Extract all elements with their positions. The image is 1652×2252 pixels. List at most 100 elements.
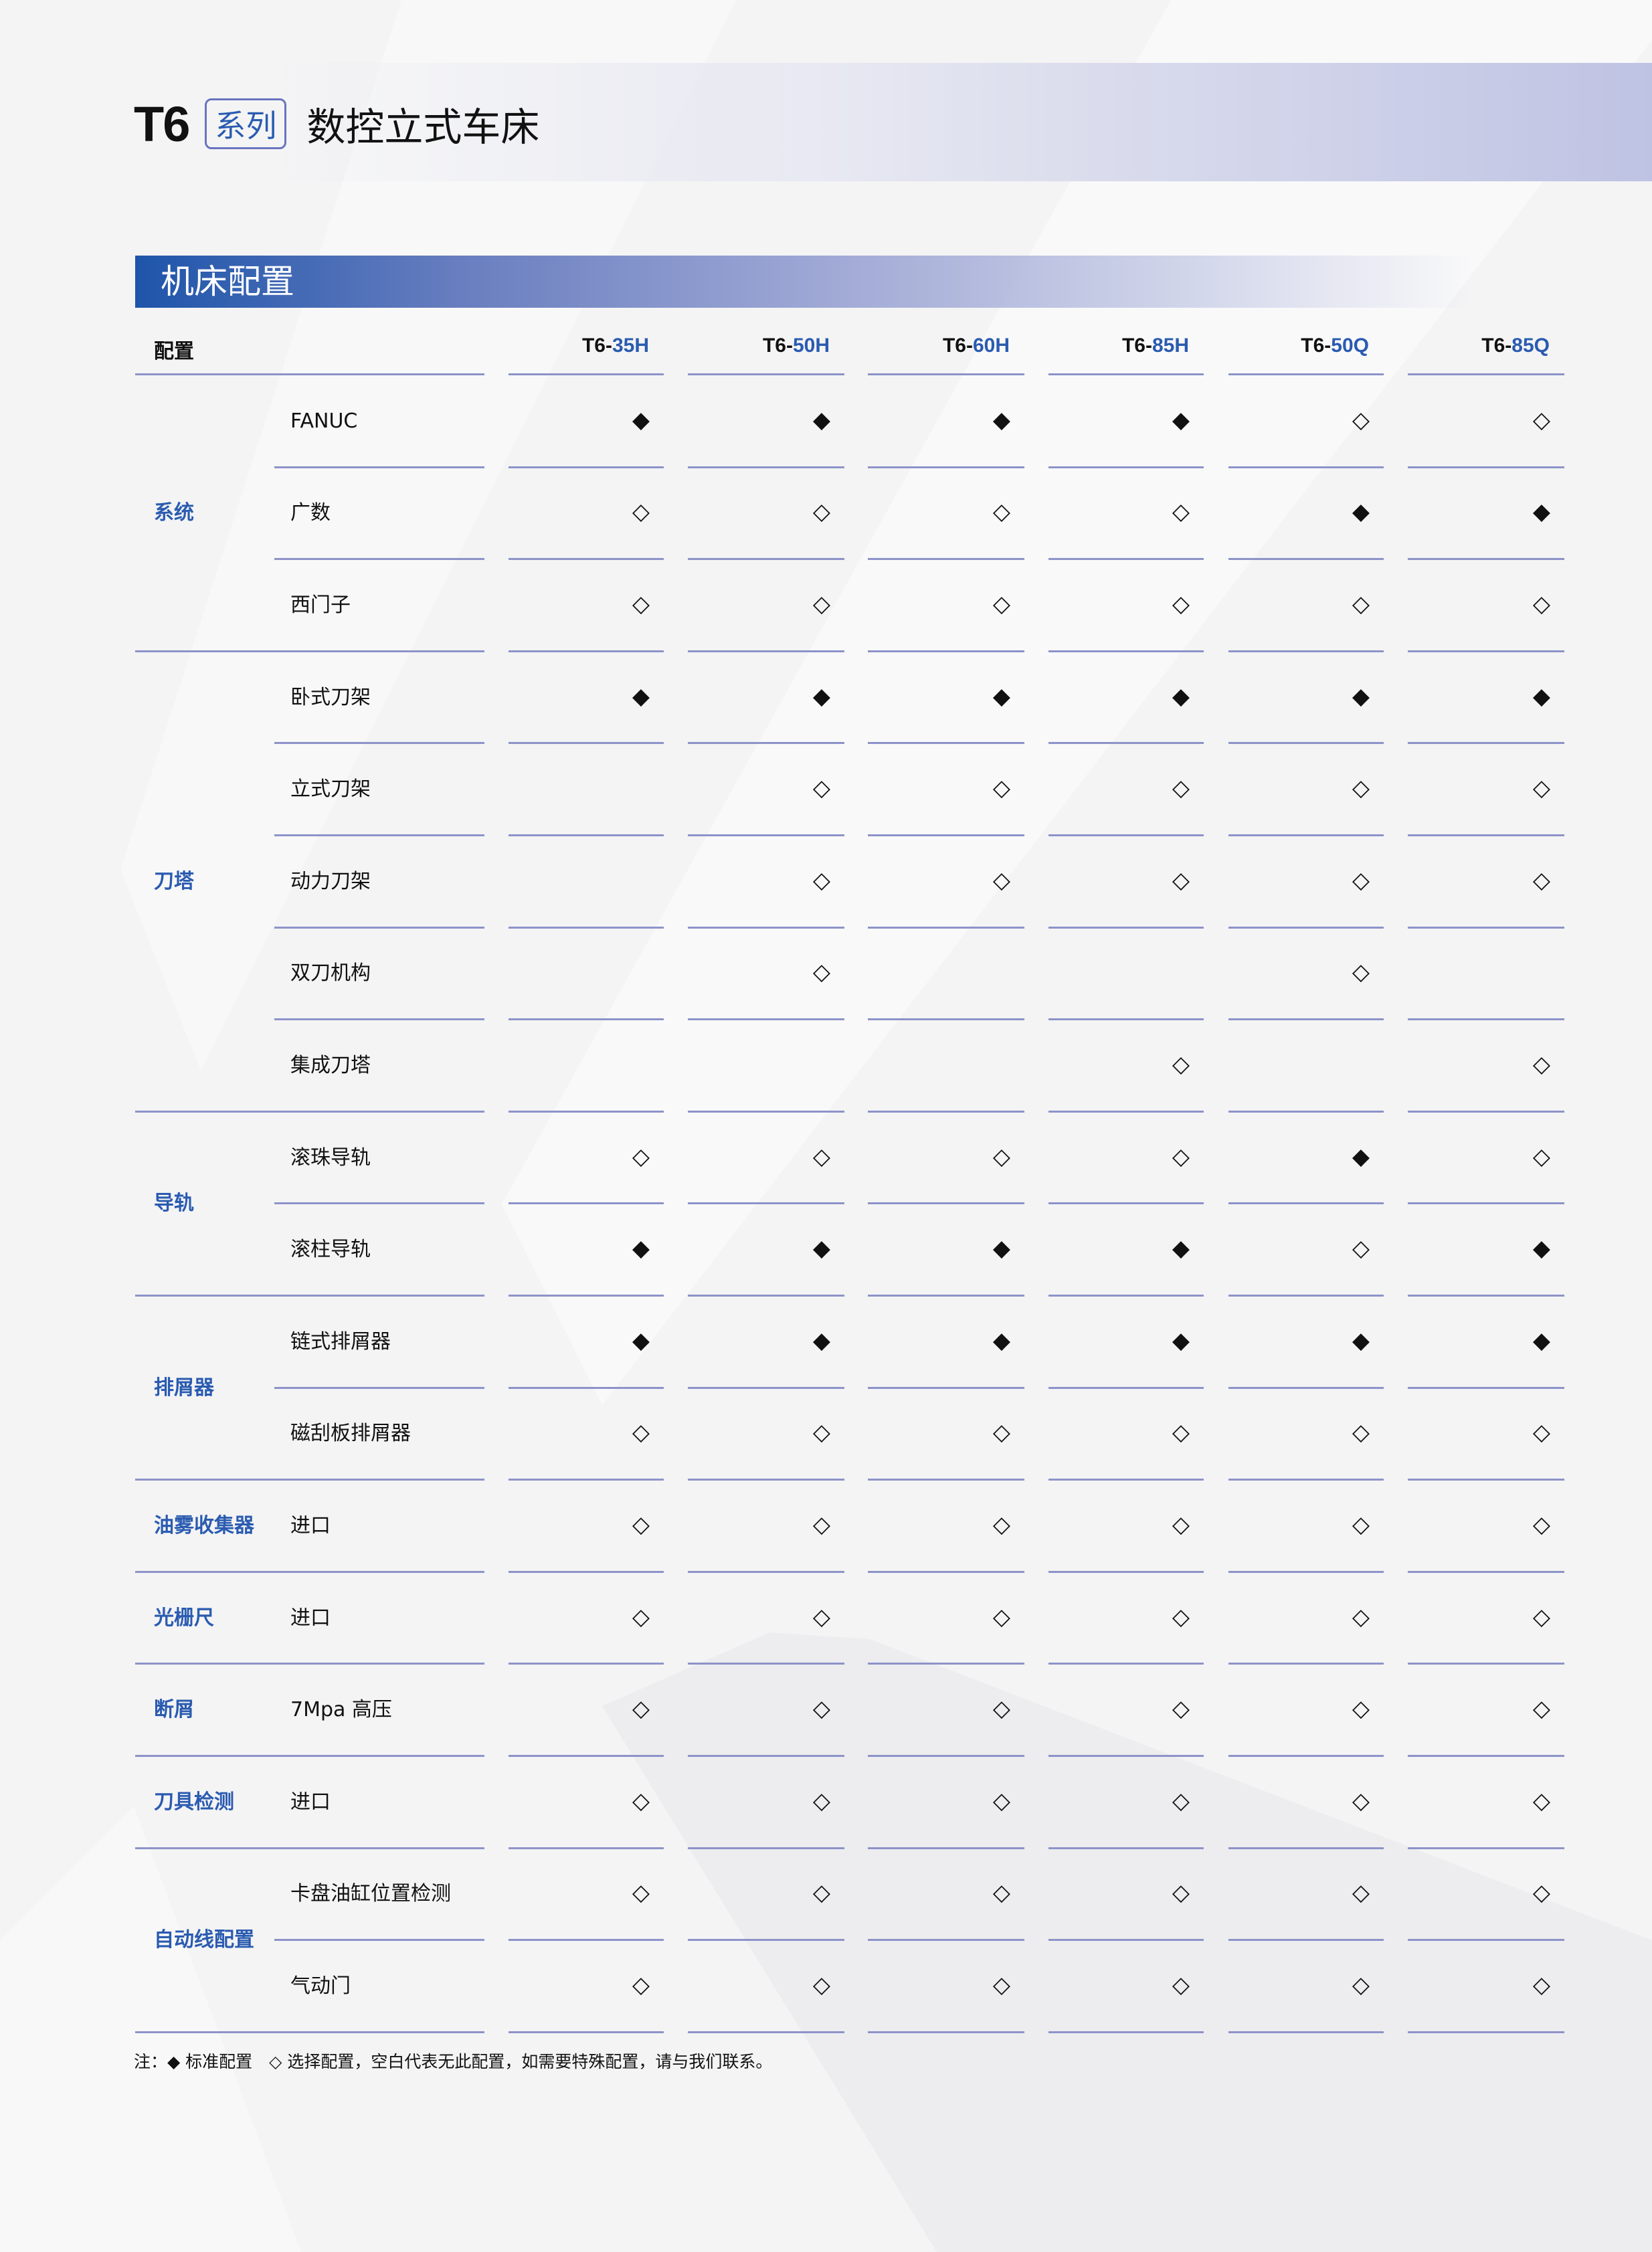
standard-diamond-icon: ◆ [632,682,650,710]
optional-diamond-icon: ◇ [1532,1511,1551,1538]
row-divider [1228,742,1384,745]
row-divider [688,1939,844,1942]
row-divider [1408,1202,1564,1205]
row-divider [509,926,664,929]
row-divider [868,1110,1024,1113]
row-divider [868,650,1024,652]
model-header: T6-35H [509,335,649,357]
optional-diamond-icon: ◇ [812,959,831,986]
group-label: 刀塔 [154,869,194,893]
row-divider [509,1018,664,1021]
row-divider [135,1110,484,1113]
row-divider [509,834,664,836]
optional-diamond-icon: ◇ [812,1695,831,1723]
row-divider [868,1018,1024,1021]
row-divider [135,1479,484,1481]
optional-diamond-icon: ◇ [1532,1419,1551,1446]
row-label: 卧式刀架 [290,685,371,709]
standard-diamond-icon: ◆ [1532,1235,1551,1262]
optional-diamond-icon: ◇ [1532,591,1551,618]
row-label: 进口 [290,1514,331,1537]
row-divider [135,650,484,652]
row-divider [1408,2031,1564,2033]
optional-diamond-icon: ◇ [992,1419,1011,1446]
section-title: 机床配置 [135,256,1473,308]
optional-diamond-icon: ◇ [632,591,650,618]
model-header: T6-85H [1048,335,1189,357]
optional-diamond-icon: ◇ [812,1603,831,1630]
group-label: 系统 [154,501,194,525]
optional-diamond-icon: ◇ [1352,1235,1370,1262]
row-divider [509,1110,664,1113]
optional-diamond-icon: ◇ [1172,1511,1190,1538]
row-divider [1228,1847,1384,1849]
model-header: T6-50H [688,335,830,357]
row-divider [868,834,1024,836]
row-label: 磁刮板排屑器 [290,1422,411,1446]
row-divider [688,1479,844,1481]
optional-diamond-icon: ◇ [1172,1972,1190,1998]
model-header: T6-60H [868,335,1010,357]
row-divider [1408,742,1564,745]
row-divider [509,1755,664,1757]
standard-diamond-icon: ◆ [1172,406,1190,434]
row-divider [868,1847,1024,1849]
series-badge: 系列 [205,98,287,149]
row-divider [868,558,1024,561]
model-prefix: T6- [762,335,793,357]
product-title: 数控立式车床 [306,104,540,150]
row-label: 滚珠导轨 [290,1145,371,1169]
optional-diamond-icon: ◇ [632,1419,650,1446]
row-divider [1228,1939,1384,1942]
row-divider [1228,1663,1384,1665]
standard-diamond-icon: ◆ [1352,498,1370,526]
row-divider [1408,1847,1564,1849]
row-divider [509,1847,664,1849]
row-divider [135,1755,484,1757]
standard-diamond-icon: ◆ [1532,1327,1551,1354]
model-suffix: 60H [972,335,1010,357]
optional-diamond-icon: ◇ [1172,1787,1190,1814]
row-label: 卡盘油缸位置检测 [290,1882,451,1906]
row-divider [1228,1570,1384,1573]
optional-diamond-icon: ◇ [812,866,831,894]
row-divider [274,1018,484,1021]
row-divider [868,1202,1024,1205]
row-divider [868,1570,1024,1573]
standard-diamond-icon: ◆ [1352,1327,1370,1354]
row-divider [274,1386,484,1389]
row-divider [688,1663,844,1665]
optional-diamond-icon: ◇ [1352,959,1370,986]
standard-diamond-icon: ◆ [812,682,831,710]
optional-diamond-icon: ◇ [1532,1143,1551,1170]
row-divider [1228,834,1384,836]
row-divider [509,1386,664,1389]
row-divider [1408,1110,1564,1113]
row-divider [1408,1570,1564,1573]
config-header: 配置 [154,341,194,363]
optional-diamond-icon: ◇ [1532,1972,1551,1998]
row-divider [688,1295,844,1297]
optional-diamond-icon: ◇ [1172,775,1190,802]
model-suffix: 50H [792,335,830,357]
optional-diamond-icon: ◇ [632,1787,650,1814]
row-divider [135,2031,484,2033]
optional-diamond-icon: ◇ [1532,1051,1551,1078]
standard-diamond-icon: ◆ [812,406,831,434]
optional-diamond-icon: ◇ [812,1511,831,1538]
optional-diamond-icon: ◇ [992,498,1011,526]
row-divider [1048,1018,1204,1021]
model-suffix: 85H [1152,335,1189,357]
optional-diamond-icon: ◇ [812,498,831,526]
row-divider [1408,1939,1564,1942]
optional-diamond-icon: ◇ [1172,1051,1190,1078]
row-divider [1408,650,1564,652]
row-divider [1228,1018,1384,1021]
row-divider [509,1663,664,1665]
row-divider [688,742,844,745]
row-divider [688,650,844,652]
row-divider [688,1110,844,1113]
header-divider [1048,373,1204,375]
row-label: 西门子 [290,593,351,617]
row-divider [1408,558,1564,561]
